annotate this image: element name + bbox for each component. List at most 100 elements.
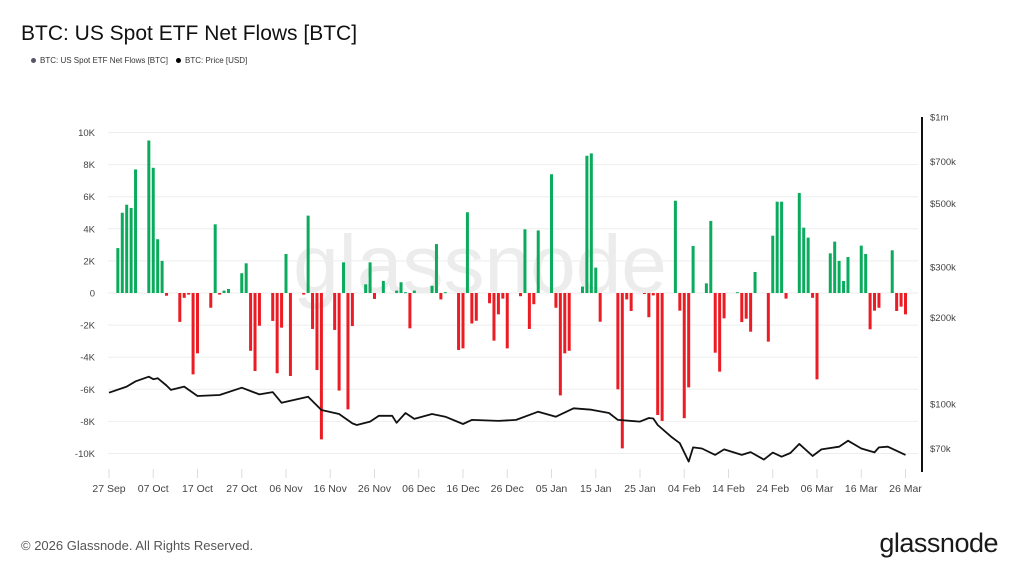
flow-bar: [288, 293, 292, 376]
flow-bar: [430, 285, 434, 293]
y-right-tick-label: $1m: [930, 113, 949, 124]
flow-bar: [443, 292, 447, 294]
y-left-tick-label: 6K: [83, 192, 95, 203]
x-tick-label: 25 Jan: [624, 483, 656, 495]
y-left-tick-label: 8K: [83, 160, 95, 171]
flow-bar: [147, 140, 151, 293]
y-right-tick-label: $700k: [930, 157, 956, 168]
legend-item-net-flows[interactable]: BTC: US Spot ETF Net Flows [BTC]: [31, 56, 168, 65]
flow-bar: [373, 293, 376, 299]
flow-bar: [496, 293, 500, 315]
flow-bar: [735, 292, 739, 294]
flow-bar: [403, 292, 407, 294]
flow-bar: [134, 169, 138, 293]
flow-bar: [226, 288, 230, 293]
legend-item-price[interactable]: BTC: Price [USD]: [176, 56, 247, 65]
flow-bar: [364, 284, 368, 293]
flow-bar: [465, 212, 469, 293]
y-left-tick-label: -6K: [80, 385, 95, 396]
flow-bar: [196, 293, 199, 354]
flow-bar: [815, 293, 819, 380]
flow-bar: [182, 293, 186, 298]
flow-bar: [642, 293, 646, 294]
flow-bar: [311, 293, 315, 329]
flow-bar: [802, 227, 806, 293]
x-tick-label: 06 Mar: [801, 483, 834, 495]
flow-bar: [656, 293, 660, 415]
x-tick-label: 05 Jan: [536, 483, 568, 495]
flow-bar: [284, 253, 288, 293]
flow-bar: [399, 282, 403, 293]
x-tick-label: 27 Oct: [226, 483, 257, 495]
flow-bar: [395, 290, 399, 293]
flow-bar: [532, 293, 536, 305]
flow-bar: [550, 174, 553, 293]
flow-bar: [505, 293, 509, 349]
x-tick-label: 16 Nov: [314, 483, 348, 495]
flow-bar: [616, 293, 620, 390]
y-left-tick-label: 10K: [78, 128, 96, 139]
flow-bar: [315, 293, 319, 371]
flow-bar: [275, 293, 279, 374]
flow-bar: [749, 293, 753, 332]
x-tick-label: 17 Oct: [182, 483, 213, 495]
flow-bar: [333, 293, 337, 330]
flow-bar: [253, 293, 257, 372]
flow-bar: [682, 293, 686, 419]
flow-bar: [784, 293, 788, 299]
flow-bar: [271, 293, 275, 321]
flow-bar: [191, 293, 195, 375]
y-right-tick-label: $100k: [930, 400, 956, 411]
y-left-tick-label: -10K: [75, 449, 96, 460]
flow-bar: [740, 293, 744, 323]
x-tick-label: 07 Oct: [138, 483, 169, 495]
flow-bar: [780, 201, 784, 293]
glassnode-logo[interactable]: glassnode: [879, 528, 998, 558]
flow-bar: [342, 262, 346, 293]
flow-bar: [722, 293, 726, 319]
x-tick-label: 16 Dec: [446, 483, 479, 495]
legend-dot-icon: [31, 58, 36, 63]
flow-bar: [434, 244, 438, 293]
flow-bar: [120, 212, 124, 293]
y-left-tick-label: 0: [90, 289, 95, 300]
flow-bar: [408, 293, 412, 329]
y-right-tick-label: $70k: [930, 444, 951, 455]
flow-bar: [306, 215, 310, 293]
flow-bar: [474, 293, 478, 321]
y-left-tick-label: 2K: [83, 256, 95, 267]
flow-bar: [488, 293, 492, 304]
price-line: [108, 375, 906, 463]
flow-bar: [713, 293, 717, 353]
flow-bar: [257, 293, 261, 326]
flow-bar: [558, 293, 562, 396]
flow-bar: [213, 224, 217, 293]
flow-bar: [381, 280, 385, 293]
flow-bar: [249, 293, 253, 351]
flow-bar: [660, 293, 664, 421]
flow-bar: [218, 293, 222, 295]
flow-bar: [673, 200, 677, 293]
flow-bar: [904, 293, 907, 315]
flow-bar: [691, 245, 695, 293]
flow-bar: [620, 293, 624, 449]
flow-bar: [873, 293, 877, 311]
flow-bar: [302, 293, 306, 295]
flow-bar: [890, 250, 894, 293]
y-left-tick-label: 4K: [83, 224, 95, 235]
y-left-tick-label: -4K: [80, 353, 95, 364]
flow-bar: [651, 293, 655, 296]
flow-bar: [598, 293, 602, 322]
flow-bar: [439, 293, 443, 300]
flow-bar: [536, 230, 540, 293]
legend-dot-icon: [176, 58, 181, 63]
x-tick-label: 15 Jan: [580, 483, 612, 495]
flow-bar: [470, 293, 474, 324]
legend-label: BTC: Price [USD]: [185, 56, 248, 65]
y-right-tick-label: $500k: [930, 199, 956, 210]
flow-bar: [771, 235, 775, 293]
flow-bar: [240, 273, 244, 293]
flow-bar: [280, 293, 284, 328]
flow-bar: [833, 241, 837, 293]
x-tick-label: 14 Feb: [712, 483, 745, 495]
